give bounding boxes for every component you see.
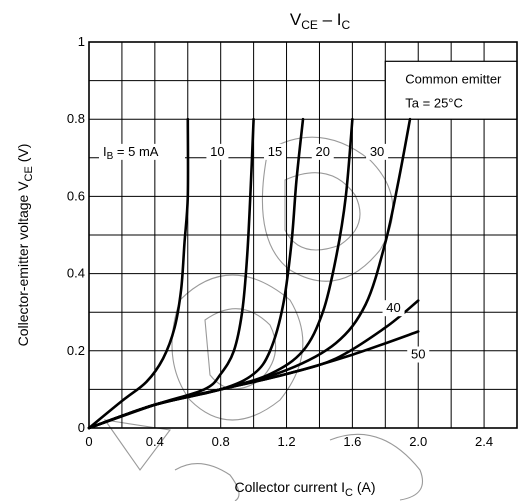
legend-box: Common emitter Ta = 25°C (384, 60, 518, 120)
x-tick-label: 0.4 (146, 434, 164, 449)
series-label-30-bg (366, 143, 389, 160)
series-label-40: 40 (386, 300, 400, 315)
legend-line-2: Ta = 25°C (405, 95, 463, 110)
y-axis-label: Collector-emitter voltage VCE (V) (15, 144, 35, 347)
plot-frame (88, 41, 518, 429)
series-label-20-bg (311, 143, 334, 160)
series-label-50-bg (407, 346, 430, 363)
series-label-ib-bg (99, 143, 185, 160)
series-label-50: 50 (411, 347, 425, 362)
series-label-30: 30 (370, 144, 384, 159)
x-tick-label: 0.8 (212, 434, 230, 449)
x-tick-label: 2.4 (475, 434, 493, 449)
y-axis-ticks: 0 0.2 0.4 0.6 0.8 1 (67, 34, 85, 435)
y-tick-label: 1 (78, 34, 85, 49)
x-tick-label: 2.0 (409, 434, 427, 449)
y-tick-label: 0.4 (67, 266, 85, 281)
series-curves (87, 117, 420, 430)
legend-line-1: Common emitter (405, 71, 502, 86)
watermark-outline (103, 136, 424, 501)
y-tick-label: 0.6 (67, 188, 85, 203)
series-label-10-bg (206, 143, 229, 160)
y-tick-label: 0.8 (67, 111, 85, 126)
series-label-15-bg (264, 143, 287, 160)
x-tick-label: 0 (85, 434, 92, 449)
y-tick-label: 0 (78, 420, 85, 435)
series-curve-0 (87, 117, 190, 430)
legend-background (384, 60, 518, 120)
y-tick-label: 0.2 (67, 343, 85, 358)
x-tick-label: 1.6 (343, 434, 361, 449)
series-label-20: 20 (316, 144, 330, 159)
series-curve-6 (87, 330, 420, 430)
chart-title: VCE – IC (290, 10, 351, 32)
series-label-10: 10 (210, 144, 224, 159)
x-axis-label: Collector current IC (A) (235, 479, 376, 499)
x-axis-ticks: 0 0.4 0.8 1.2 1.6 2.0 2.4 (85, 434, 493, 449)
series-label-ib: IB = 5 mA (103, 144, 159, 162)
series-label-15: 15 (268, 144, 282, 159)
x-tick-label: 1.2 (277, 434, 295, 449)
series-label-40-bg (382, 300, 405, 317)
series-labels: IB = 5 mA 10 15 20 30 40 50 (99, 143, 430, 363)
